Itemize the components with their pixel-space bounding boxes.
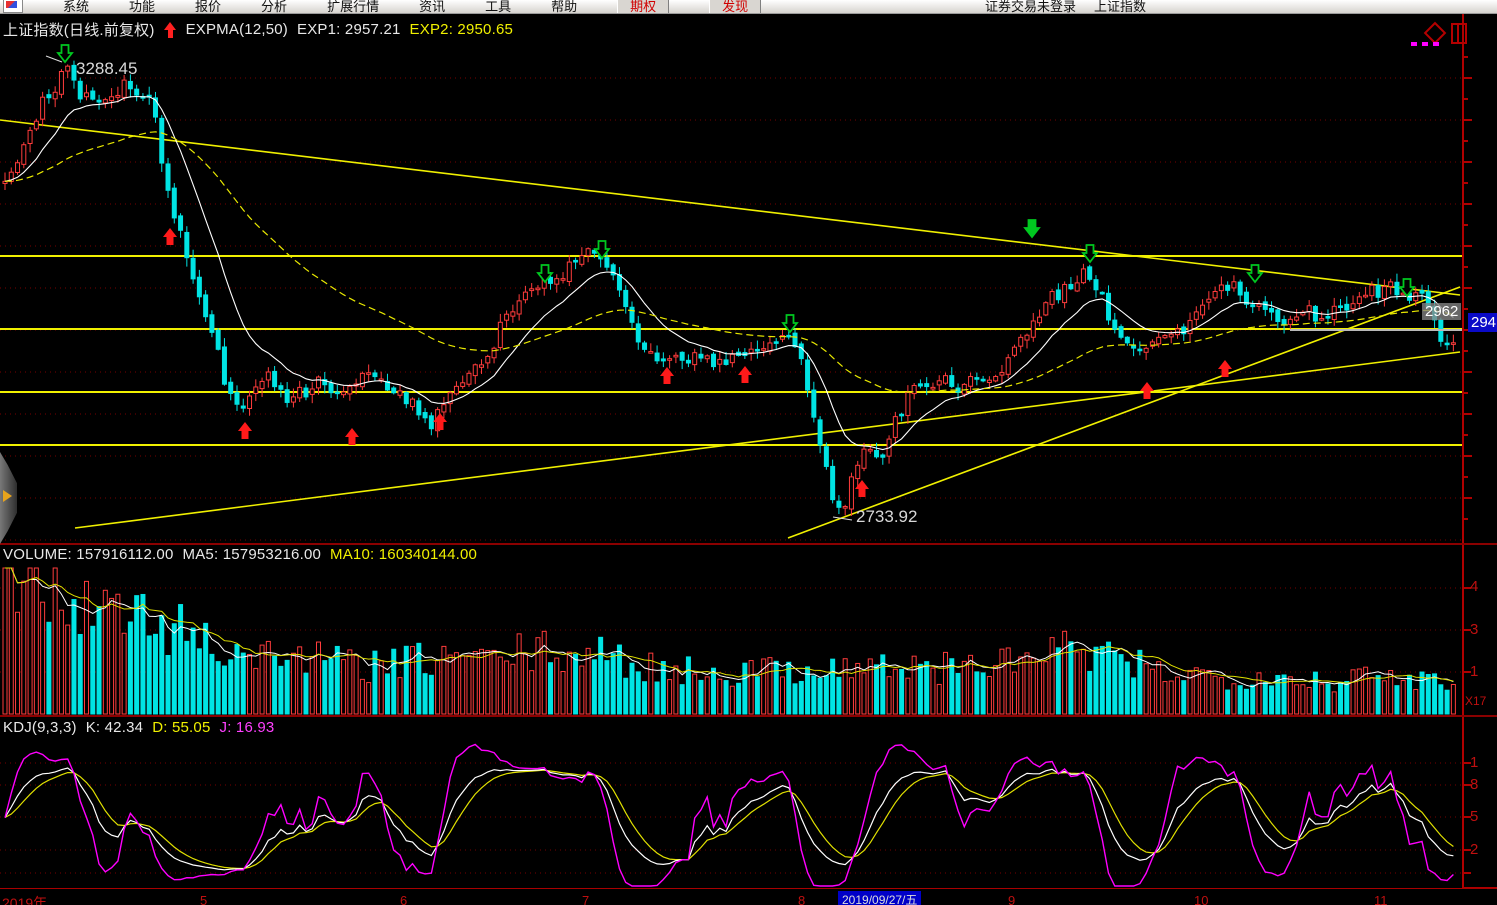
- menu-item-help[interactable]: 帮助: [551, 0, 578, 14]
- cursor-date-badge: 2019/09/27/五: [838, 891, 922, 905]
- buy-signal-arrow: [1218, 360, 1232, 377]
- side-panel-toggle[interactable]: [0, 452, 17, 544]
- month-label: 8: [798, 893, 806, 905]
- buy-signal-arrow: [1140, 382, 1154, 399]
- volume-value: VOLUME: 157916112.00: [3, 546, 174, 563]
- menu-item-system[interactable]: 系统: [63, 0, 90, 14]
- kdj-j-value: J: 16.93: [219, 719, 275, 736]
- sell-signal-arrow: [1398, 278, 1416, 298]
- volume-axis-label: 3: [1470, 621, 1479, 638]
- menu-item-analysis[interactable]: 分析: [261, 0, 288, 14]
- current-index-name: 上证指数: [1094, 0, 1147, 14]
- volume-ma5: MA5: 157953216.00: [182, 546, 322, 563]
- buy-signal-arrow: [738, 366, 752, 383]
- pane-separator: [0, 715, 1497, 717]
- buy-signal-arrow: [163, 228, 177, 245]
- year-label: 2019年: [2, 895, 48, 905]
- month-label: 10: [1194, 893, 1209, 905]
- symbol-title: 上证指数(日线.前复权): [3, 22, 155, 39]
- buy-signal-arrow: [433, 413, 447, 430]
- time-axis-bar[interactable]: 2019年: [0, 888, 1497, 905]
- kdj-header: KDJ(9,3,3) K: 42.34 D: 55.05 J: 16.93: [3, 719, 274, 736]
- indicator-name: EXPMA(12,50): [185, 21, 289, 38]
- expand-arrow-icon: [3, 490, 12, 502]
- sell-signal-arrow: [536, 264, 554, 284]
- options-button[interactable]: 期权: [617, 0, 670, 13]
- axis-price-badge: 294: [1468, 313, 1497, 332]
- exp2-value: EXP2: 2950.65: [409, 21, 514, 38]
- up-arrow-icon: [163, 21, 177, 38]
- exp1-value: EXP1: 2957.21: [297, 21, 401, 38]
- kdj-axis-label: 1: [1470, 754, 1479, 771]
- volume-axis-label: 4: [1470, 578, 1479, 595]
- login-status[interactable]: 证券交易未登录: [985, 0, 1077, 14]
- main-chart-header: 上证指数(日线.前复权) EXPMA(12,50) EXP1: 2957.21 …: [3, 19, 513, 40]
- kdj-axis-label: 5: [1470, 808, 1479, 825]
- month-label: 7: [582, 893, 590, 905]
- sell-signal-arrow: [593, 240, 611, 260]
- volume-axis-label: 1: [1470, 663, 1479, 680]
- volume-unit-label: X17: [1465, 694, 1487, 708]
- kdj-d-value: D: 55.05: [152, 719, 211, 736]
- kdj-title: KDJ(9,3,3): [3, 719, 77, 736]
- menu-item-extended-quotes[interactable]: 扩展行情: [327, 0, 380, 14]
- buy-signal-arrow: [345, 428, 359, 445]
- sell-signal-arrow: [781, 314, 799, 334]
- last-price-label: 2962: [1422, 303, 1462, 320]
- sell-signal-arrow: [1081, 244, 1099, 264]
- pane-separator: [0, 543, 1497, 545]
- month-label: 6: [400, 893, 408, 905]
- kdj-axis-label: 2: [1470, 841, 1479, 858]
- menu-item-quotes[interactable]: 报价: [195, 0, 222, 14]
- month-label: 9: [1008, 893, 1016, 905]
- volume-ma10: MA10: 160340144.00: [330, 546, 478, 563]
- buy-signal-arrow: [660, 367, 674, 384]
- buy-signal-arrow: [238, 422, 252, 439]
- app-icon[interactable]: [3, 0, 23, 13]
- sell-signal-arrow: [1023, 219, 1041, 239]
- sell-signal-arrow: [1246, 264, 1264, 284]
- menu-item-tools[interactable]: 工具: [485, 0, 512, 14]
- menu-item-news[interactable]: 资讯: [419, 0, 446, 14]
- peak-price-label: 3288.45: [76, 59, 138, 78]
- volume-header: VOLUME: 157916112.00 MA5: 157953216.00 M…: [3, 546, 477, 563]
- ellipsis-dots-icon: [1411, 42, 1439, 46]
- split-window-icon[interactable]: [1451, 23, 1467, 44]
- buy-signal-arrow: [855, 480, 869, 497]
- month-label: 11: [1374, 893, 1388, 905]
- kdj-k-value: K: 42.34: [85, 719, 144, 736]
- menu-bar: 系统 功能 报价 分析 扩展行情 资讯 工具 帮助 期权 发现 证券交易未登录 …: [0, 0, 1497, 14]
- month-label: 5: [200, 893, 208, 905]
- kdj-axis-label: 8: [1470, 776, 1479, 793]
- trough-price-label: 2733.92: [856, 507, 918, 526]
- menu-item-function[interactable]: 功能: [129, 0, 156, 14]
- sell-signal-arrow: [56, 44, 74, 64]
- discover-button[interactable]: 发现: [709, 0, 762, 13]
